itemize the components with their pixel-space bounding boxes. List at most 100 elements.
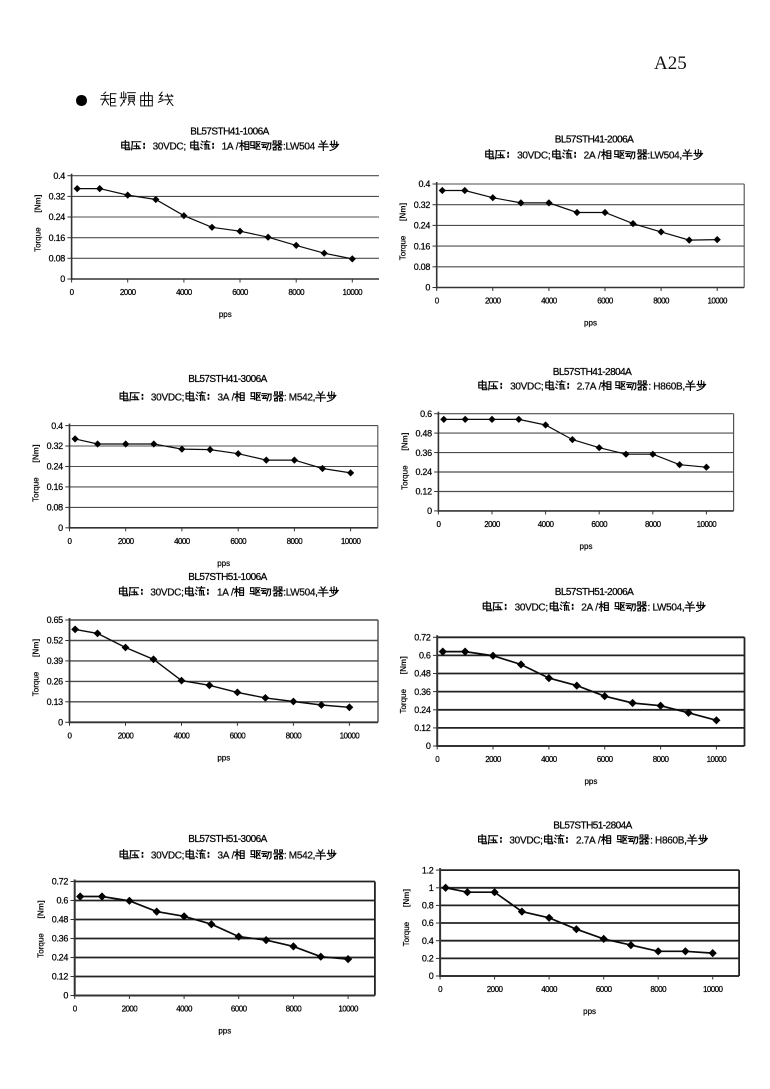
svg-text:pps: pps [580,542,593,551]
svg-text:0: 0 [427,506,432,516]
svg-text:0.32: 0.32 [47,441,64,451]
svg-text:Torque: Torque [399,235,408,260]
svg-text:0.4: 0.4 [418,179,430,189]
svg-text:0.32: 0.32 [49,192,66,202]
svg-text:0.24: 0.24 [415,467,432,477]
svg-text:8000: 8000 [287,537,304,546]
svg-text:0: 0 [426,741,431,751]
svg-text:0.72: 0.72 [414,633,431,643]
svg-text:6000: 6000 [597,755,614,764]
svg-text:10000: 10000 [707,297,728,306]
svg-text:4000: 4000 [176,1005,193,1014]
svg-text:2000: 2000 [484,520,501,529]
svg-text:[Nm]: [Nm] [399,656,408,675]
svg-text:0.13: 0.13 [47,697,64,707]
svg-text:[Nm]: [Nm] [34,194,43,213]
svg-text:0.6: 0.6 [422,918,434,928]
svg-text:0.08: 0.08 [49,254,66,264]
svg-text:0.36: 0.36 [415,448,432,458]
svg-text:0.16: 0.16 [49,233,66,243]
svg-text:0: 0 [63,991,68,1001]
svg-text:2000: 2000 [120,288,137,297]
svg-text:Torque: Torque [32,671,41,696]
svg-text:2000: 2000 [118,731,135,740]
svg-text:4000: 4000 [541,755,558,764]
svg-text:0.65: 0.65 [47,615,64,625]
svg-text:0.72: 0.72 [52,877,69,887]
svg-text:0: 0 [68,537,73,546]
svg-text:0.16: 0.16 [47,482,64,492]
svg-text:0: 0 [70,288,75,297]
svg-text:BL57STH41-2006A: BL57STH41-2006A [555,135,634,146]
svg-text:pps: pps [218,1027,231,1036]
svg-text:4000: 4000 [541,297,558,306]
svg-text:2000: 2000 [487,985,504,994]
svg-text:BL57STH51-3006A: BL57STH51-3006A [188,834,267,845]
svg-text:0.48: 0.48 [52,915,69,925]
svg-text:0.24: 0.24 [414,221,431,231]
svg-text:0.4: 0.4 [53,171,65,181]
svg-text:6000: 6000 [232,288,249,297]
svg-text:pps: pps [217,753,230,762]
svg-text:4000: 4000 [174,731,191,740]
svg-text:Torque: Torque [32,477,41,502]
svg-text:6000: 6000 [230,537,247,546]
svg-text:0.36: 0.36 [52,934,69,944]
svg-text:10000: 10000 [340,731,361,740]
svg-text:0.48: 0.48 [415,428,432,438]
svg-text:0.12: 0.12 [414,723,431,733]
svg-text:0.6: 0.6 [420,409,432,419]
svg-text:0: 0 [436,520,441,529]
svg-text:0: 0 [58,718,63,728]
svg-text:4000: 4000 [176,288,193,297]
svg-text:10000: 10000 [338,1005,359,1014]
svg-text:10000: 10000 [341,537,362,546]
svg-text:0: 0 [438,985,443,994]
svg-text:0: 0 [68,731,73,740]
svg-text:[Nm]: [Nm] [37,900,46,919]
svg-text:BL57STH41-3006A: BL57STH41-3006A [188,374,267,385]
svg-text:Torque: Torque [400,465,409,490]
svg-text:[Nm]: [Nm] [32,444,41,463]
svg-text:BL57STH51-1006A: BL57STH51-1006A [188,572,267,583]
svg-text:0.12: 0.12 [52,972,69,982]
svg-text:Torque: Torque [34,227,43,252]
svg-text:0.36: 0.36 [414,687,431,697]
svg-text:0: 0 [73,1005,78,1014]
svg-text:0.6: 0.6 [56,896,68,906]
svg-text:8000: 8000 [653,297,670,306]
svg-text:0.24: 0.24 [47,462,64,472]
svg-text:Torque: Torque [402,921,411,946]
svg-text:BL57STH51-2006A: BL57STH51-2006A [555,587,634,598]
svg-text:Torque: Torque [37,933,46,958]
svg-text:[Nm]: [Nm] [32,639,41,658]
svg-text:1.2: 1.2 [422,865,434,875]
svg-text:2000: 2000 [118,537,135,546]
svg-text:8000: 8000 [288,288,305,297]
svg-text:[Nm]: [Nm] [399,203,408,222]
svg-text:0.8: 0.8 [422,901,434,911]
svg-text:1: 1 [429,883,434,893]
svg-text:[Nm]: [Nm] [402,889,411,908]
svg-text:pps: pps [584,319,597,328]
svg-text:0: 0 [429,971,434,981]
svg-text:0: 0 [435,297,440,306]
svg-text:pps: pps [217,559,230,568]
svg-text:0.48: 0.48 [414,669,431,679]
svg-text:8000: 8000 [286,1005,303,1014]
svg-text:0: 0 [425,283,430,293]
svg-text:pps: pps [219,310,232,319]
svg-text:6000: 6000 [597,297,614,306]
svg-text:0.24: 0.24 [414,705,431,715]
svg-text:0.39: 0.39 [47,656,64,666]
svg-text:6000: 6000 [231,1005,248,1014]
svg-text:pps: pps [583,1007,596,1016]
svg-text:0.2: 0.2 [422,954,434,964]
svg-text:0.26: 0.26 [47,677,64,687]
svg-text:0.4: 0.4 [51,421,63,431]
svg-text:0.08: 0.08 [47,503,64,513]
svg-text:10000: 10000 [343,288,364,297]
svg-text:0.24: 0.24 [52,953,69,963]
svg-text:0.52: 0.52 [47,636,64,646]
svg-text:8000: 8000 [645,520,662,529]
